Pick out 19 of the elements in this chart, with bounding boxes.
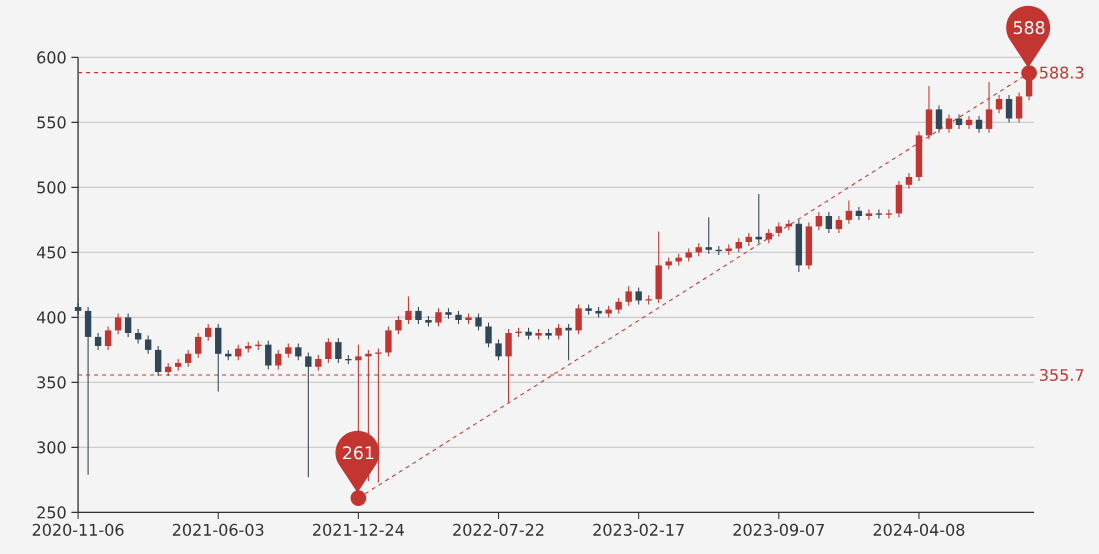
annotation: 588 <box>1013 21 1045 35</box>
x-tick-label: 2021-12-24 <box>313 523 404 536</box>
y-tick-label: 300 <box>37 441 66 454</box>
x-tick-label: 2022-07-22 <box>453 523 544 536</box>
x-tick-label: 2024-04-08 <box>873 523 965 536</box>
x-tick-label: 2023-09-07 <box>733 523 824 536</box>
y-tick-label: 400 <box>36 311 66 324</box>
y-tick-label: 600 <box>37 51 66 64</box>
x-tick-label: 2020-11-06 <box>32 523 124 536</box>
y-tick-label: 500 <box>37 181 66 194</box>
ref-line-label: 588.3 <box>1040 66 1084 79</box>
y-tick-label: 450 <box>36 246 66 259</box>
y-tick-label: 350 <box>37 376 66 389</box>
ref-line-label: 355.7 <box>1040 368 1084 382</box>
x-tick-label: 2023-02-17 <box>593 523 684 536</box>
y-tick-label: 550 <box>37 116 66 129</box>
annotation: 261 <box>343 446 374 460</box>
y-tick-label: 250 <box>37 506 66 519</box>
x-tick-label: 2021-06-03 <box>172 523 264 536</box>
